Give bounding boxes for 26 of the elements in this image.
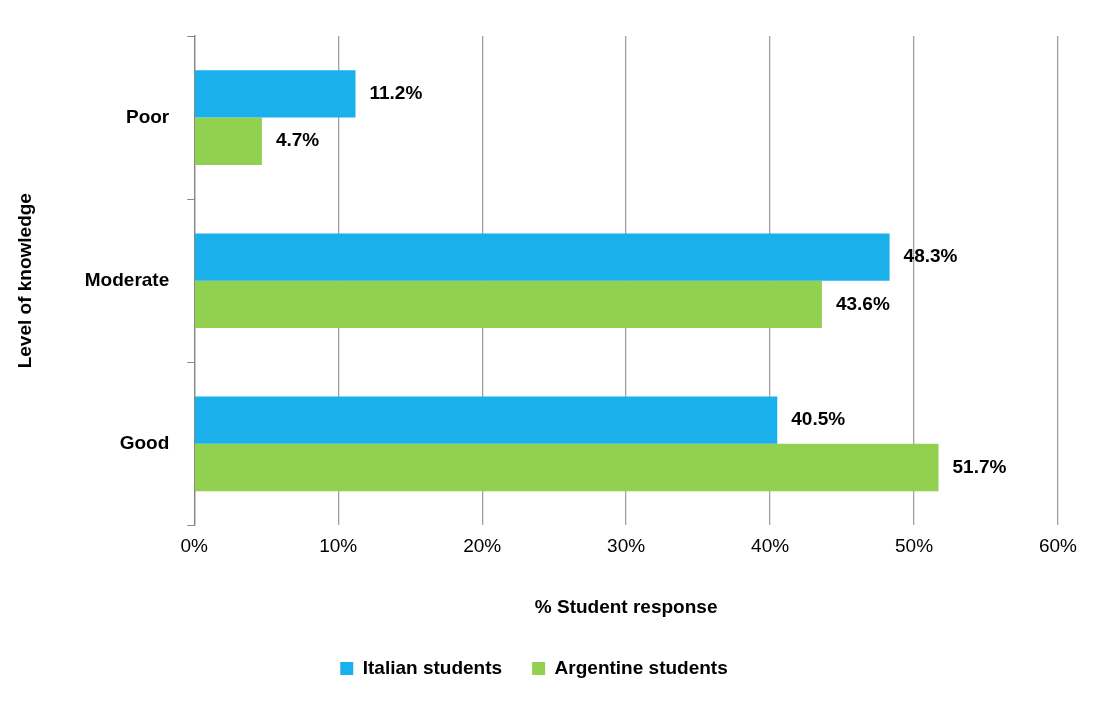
y-tick-label: Moderate: [84, 268, 170, 290]
y-tick-label: Poor: [125, 105, 170, 127]
data-label: 40.5%: [791, 408, 846, 430]
x-tick-label: 40%: [751, 535, 790, 557]
legend-label: Argentine students: [554, 656, 728, 678]
x-tick-label: 0%: [180, 535, 209, 557]
data-label: 48.3%: [903, 245, 958, 267]
y-axis-title: Level of knowledge: [13, 193, 35, 369]
bar: [194, 117, 262, 165]
data-label: 43.6%: [835, 292, 890, 314]
bar: [194, 443, 939, 492]
bar: [194, 280, 822, 329]
bar: [194, 396, 778, 444]
x-tick-label: 30%: [607, 535, 646, 557]
x-axis-title: % Student response: [534, 595, 718, 617]
legend-label: Italian students: [362, 656, 503, 678]
x-tick-label: 50%: [895, 535, 934, 557]
x-tick-label: 20%: [463, 535, 502, 557]
bar: [194, 233, 890, 281]
data-label: 51.7%: [952, 455, 1007, 477]
data-label: 4.7%: [275, 129, 320, 151]
data-label: 11.2%: [369, 82, 423, 104]
x-tick-label: 10%: [319, 535, 358, 557]
x-tick-label: 60%: [1038, 535, 1078, 557]
y-tick-label: Good: [119, 432, 170, 454]
bar: [194, 70, 356, 118]
